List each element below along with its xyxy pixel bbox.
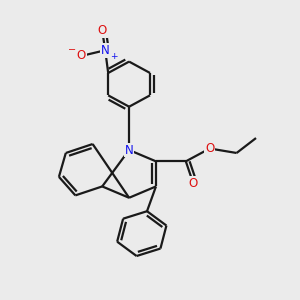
Text: N: N bbox=[125, 143, 134, 157]
Text: −: − bbox=[68, 45, 76, 55]
Text: O: O bbox=[98, 24, 107, 37]
Text: N: N bbox=[101, 44, 110, 57]
Text: +: + bbox=[110, 52, 118, 61]
Text: O: O bbox=[77, 50, 86, 62]
Text: O: O bbox=[189, 177, 198, 190]
Text: O: O bbox=[205, 142, 214, 155]
